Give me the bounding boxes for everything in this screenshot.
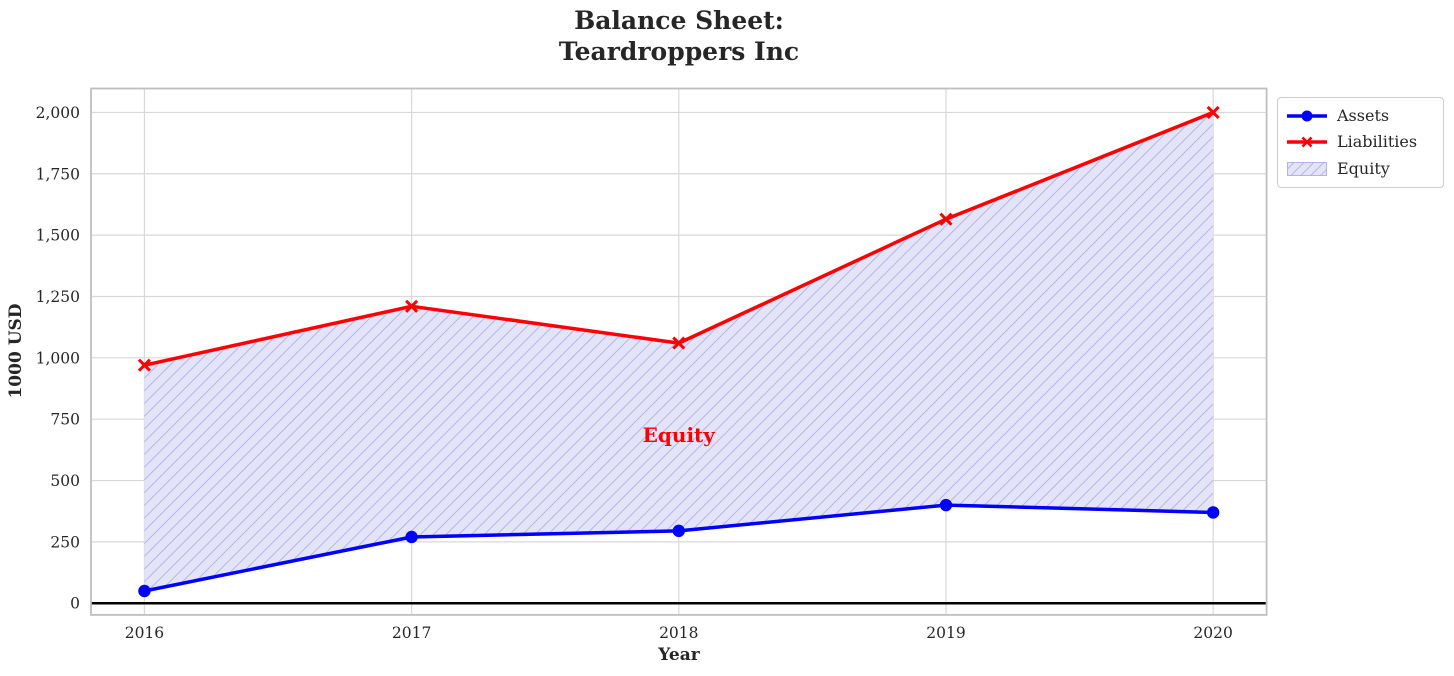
liabilities-marker [405, 299, 419, 313]
assets-marker [672, 524, 685, 538]
assets-marker [1206, 506, 1220, 519]
liabilities-marker [1206, 105, 1220, 119]
chart-title-line2: Teardroppers Inc [558, 37, 800, 66]
y-tick-label: 0 [70, 595, 80, 613]
y-tick-label: 500 [50, 472, 80, 490]
x-tick-label: 2019 [926, 624, 965, 642]
equity-annotation: Equity [643, 423, 717, 447]
legend-item-liabilities: Liabilities [1286, 129, 1435, 155]
liabilities-marker [939, 212, 953, 226]
y-tick-label: 2,000 [36, 104, 80, 122]
y-tick-label: 750 [50, 411, 80, 429]
assets-marker [405, 530, 418, 544]
x-tick-label: 2017 [392, 624, 431, 642]
y-tick-label: 1,750 [36, 165, 80, 183]
assets-marker [939, 498, 953, 512]
chart-title: Balance Sheet: Teardroppers Inc [91, 5, 1267, 67]
axes-spines [90, 87, 1268, 616]
x-tick-label: 2018 [659, 624, 698, 642]
x-tick-label: 2016 [125, 624, 164, 642]
y-tick-label: 1,000 [36, 349, 80, 367]
chart-title-line1: Balance Sheet: [574, 6, 784, 35]
y-tick-label: 250 [50, 533, 80, 551]
assets-marker [138, 584, 151, 598]
y-tick-label: 1,500 [36, 227, 80, 245]
legend: Assets Liabilities Equity [1277, 97, 1444, 188]
y-tick-label: 1,250 [36, 288, 80, 306]
liabilities-marker [672, 336, 686, 350]
legend-item-equity: Equity [1286, 156, 1435, 182]
liabilities-marker [137, 358, 151, 372]
legend-label-equity: Equity [1337, 158, 1390, 178]
legend-label-assets: Assets [1337, 106, 1390, 126]
liabilities-line-marker-icon [1287, 137, 1327, 148]
x-tick-label: 2020 [1193, 624, 1232, 642]
equity-patch-icon [1287, 161, 1327, 176]
x-axis-label: Year [658, 645, 700, 665]
legend-item-assets: Assets [1286, 103, 1435, 129]
assets-line-marker-icon [1287, 110, 1327, 122]
legend-label-liabilities: Liabilities [1337, 132, 1418, 152]
equity-fill-hatch [144, 112, 1214, 591]
